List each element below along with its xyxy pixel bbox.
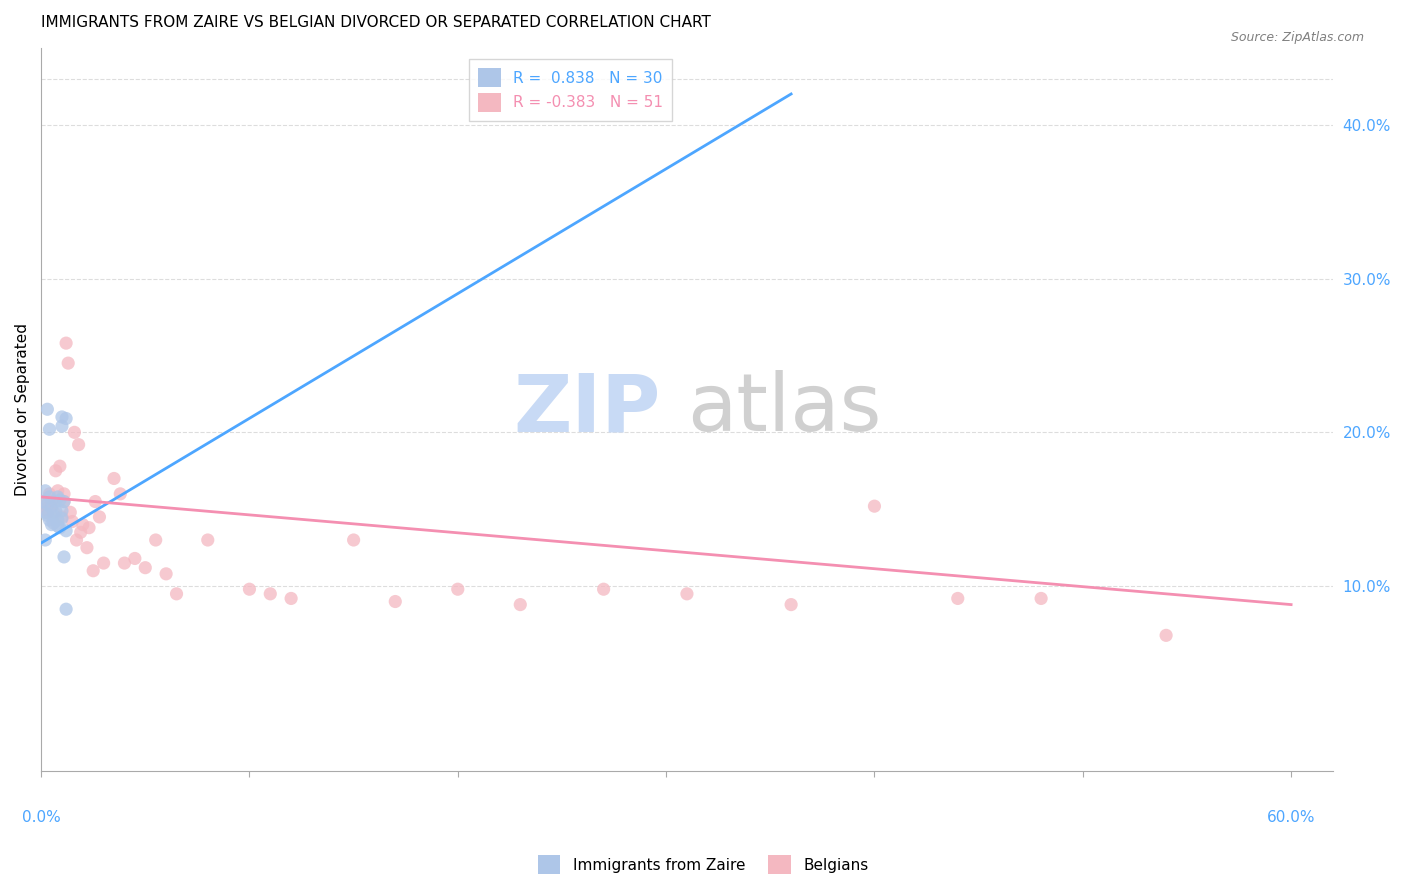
- Point: [41, 500, 63, 515]
- Point: [946, 591, 969, 606]
- Point: [49, 459, 72, 474]
- Point: [238, 582, 260, 597]
- Point: [53, 549, 76, 564]
- Point: [37, 402, 59, 417]
- Point: [72, 517, 94, 532]
- Point: [34, 505, 56, 519]
- Point: [37, 498, 59, 512]
- Point: [45, 504, 67, 518]
- Point: [55, 602, 77, 616]
- Point: [65, 533, 87, 547]
- Point: [53, 494, 76, 508]
- Point: [166, 587, 188, 601]
- Point: [1154, 628, 1177, 642]
- Point: [49, 493, 72, 508]
- Point: [384, 594, 406, 608]
- Point: [49, 521, 72, 535]
- Point: [46, 513, 69, 527]
- Point: [114, 556, 136, 570]
- Point: [41, 517, 63, 532]
- Point: [76, 541, 98, 555]
- Point: [34, 502, 56, 516]
- Point: [509, 598, 531, 612]
- Legend: R =  0.838   N = 30, R = -0.383   N = 51: R = 0.838 N = 30, R = -0.383 N = 51: [470, 59, 672, 120]
- Point: [42, 508, 65, 523]
- Point: [259, 587, 281, 601]
- Point: [84, 494, 107, 508]
- Point: [863, 499, 886, 513]
- Text: 0.0%: 0.0%: [21, 811, 60, 825]
- Legend: Immigrants from Zaire, Belgians: Immigrants from Zaire, Belgians: [531, 849, 875, 880]
- Text: Source: ZipAtlas.com: Source: ZipAtlas.com: [1230, 31, 1364, 45]
- Point: [58, 356, 80, 370]
- Point: [51, 419, 73, 434]
- Point: [37, 505, 59, 519]
- Point: [45, 494, 67, 508]
- Point: [34, 533, 56, 547]
- Point: [51, 504, 73, 518]
- Point: [124, 551, 146, 566]
- Point: [32, 494, 55, 508]
- Point: [145, 533, 167, 547]
- Point: [37, 508, 59, 523]
- Point: [103, 471, 125, 485]
- Point: [93, 556, 115, 570]
- Point: [53, 487, 76, 501]
- Point: [42, 505, 65, 519]
- Point: [51, 409, 73, 424]
- Point: [1029, 591, 1052, 606]
- Point: [155, 566, 177, 581]
- Point: [46, 490, 69, 504]
- Point: [45, 464, 67, 478]
- Point: [55, 411, 77, 425]
- Y-axis label: Divorced or Separated: Divorced or Separated: [15, 323, 30, 496]
- Point: [53, 494, 76, 508]
- Point: [51, 511, 73, 525]
- Point: [42, 516, 65, 530]
- Point: [46, 483, 69, 498]
- Point: [89, 510, 111, 524]
- Point: [82, 564, 104, 578]
- Point: [55, 524, 77, 538]
- Point: [34, 483, 56, 498]
- Point: [38, 422, 60, 436]
- Point: [51, 510, 73, 524]
- Text: ZIP: ZIP: [513, 370, 661, 449]
- Text: 60.0%: 60.0%: [1267, 811, 1316, 825]
- Point: [134, 560, 156, 574]
- Point: [447, 582, 470, 597]
- Point: [197, 533, 219, 547]
- Point: [343, 533, 366, 547]
- Point: [41, 499, 63, 513]
- Point: [780, 598, 803, 612]
- Text: IMMIGRANTS FROM ZAIRE VS BELGIAN DIVORCED OR SEPARATED CORRELATION CHART: IMMIGRANTS FROM ZAIRE VS BELGIAN DIVORCE…: [41, 15, 711, 30]
- Point: [59, 505, 82, 519]
- Point: [32, 494, 55, 508]
- Point: [55, 336, 77, 351]
- Text: atlas: atlas: [688, 370, 882, 449]
- Point: [38, 487, 60, 501]
- Point: [592, 582, 614, 597]
- Point: [280, 591, 302, 606]
- Point: [38, 513, 60, 527]
- Point: [676, 587, 699, 601]
- Point: [60, 515, 83, 529]
- Point: [69, 525, 91, 540]
- Point: [38, 490, 60, 504]
- Point: [77, 521, 100, 535]
- Point: [110, 487, 132, 501]
- Point: [67, 437, 90, 451]
- Point: [46, 519, 69, 533]
- Point: [41, 494, 63, 508]
- Point: [63, 425, 86, 440]
